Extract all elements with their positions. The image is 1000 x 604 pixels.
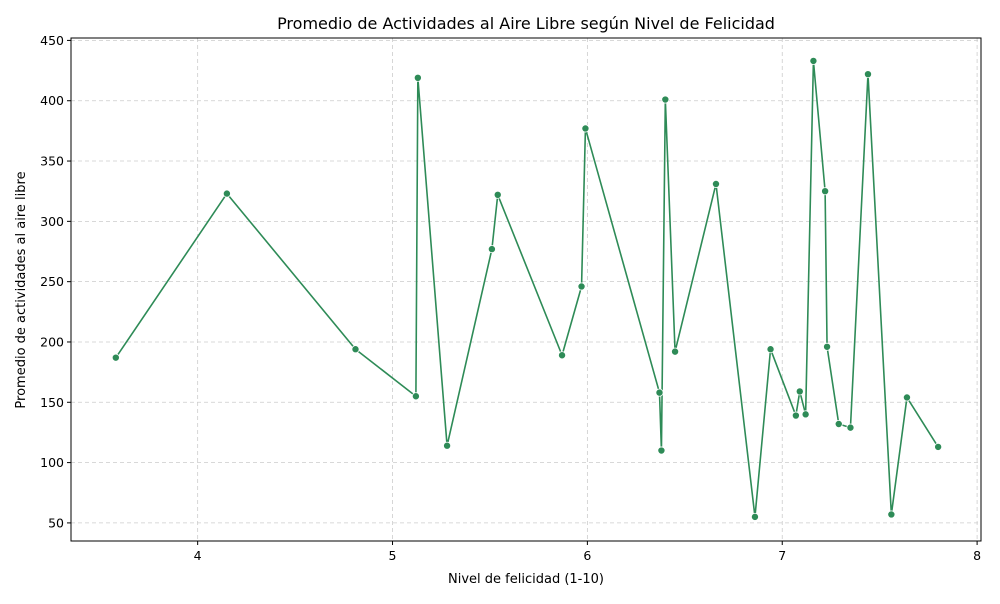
series-line	[115, 60, 939, 518]
data-point	[791, 411, 800, 420]
y-tick-label: 450	[40, 33, 64, 48]
data-point	[766, 345, 775, 354]
data-point	[558, 351, 567, 360]
data-point	[657, 446, 666, 455]
data-point	[351, 345, 360, 354]
data-point	[411, 392, 420, 401]
data-point	[801, 410, 810, 419]
data-point	[111, 353, 120, 362]
data-point	[487, 245, 496, 254]
data-point	[887, 510, 896, 519]
plot-frame	[70, 37, 982, 542]
x-tick-label: 6	[583, 548, 591, 563]
chart-title: Promedio de Actividades al Aire Libre se…	[277, 14, 775, 33]
data-point	[902, 393, 911, 402]
data-point	[661, 95, 670, 104]
grid	[71, 38, 981, 541]
data-point	[711, 179, 720, 188]
data-point	[846, 423, 855, 432]
data-point	[655, 388, 664, 397]
y-tick-label: 300	[40, 214, 64, 229]
y-axis-label: Promedio de actividades al aire libre	[14, 171, 29, 408]
y-tick-label: 400	[40, 93, 64, 108]
x-tick-label: 7	[778, 548, 786, 563]
data-point	[795, 387, 804, 396]
data-point	[834, 419, 843, 428]
data-point	[222, 189, 231, 198]
data-point	[493, 190, 502, 199]
x-tick-label: 4	[194, 548, 202, 563]
data-point	[821, 187, 830, 196]
data-point	[809, 56, 818, 65]
data-point	[823, 342, 832, 351]
x-axis-label: Nivel de felicidad (1-10)	[448, 572, 604, 587]
data-point	[443, 441, 452, 450]
x-tick-label: 5	[389, 548, 397, 563]
series	[111, 56, 943, 521]
data-point	[577, 282, 586, 291]
x-tick-label: 8	[973, 548, 981, 563]
data-point	[750, 512, 759, 521]
y-tick-label: 100	[40, 455, 64, 470]
y-tick-label: 150	[40, 395, 64, 410]
y-tick-label: 350	[40, 154, 64, 169]
y-tick-label: 50	[48, 515, 64, 530]
data-point	[581, 124, 590, 133]
y-tick-label: 250	[40, 274, 64, 289]
y-tick-label: 200	[40, 334, 64, 349]
data-point	[671, 347, 680, 356]
axes: 4 5 6 7 8 50 100 150 200 250 300 350 400 450	[40, 33, 982, 563]
data-point	[934, 442, 943, 451]
data-point	[413, 73, 422, 82]
data-point	[863, 70, 872, 79]
